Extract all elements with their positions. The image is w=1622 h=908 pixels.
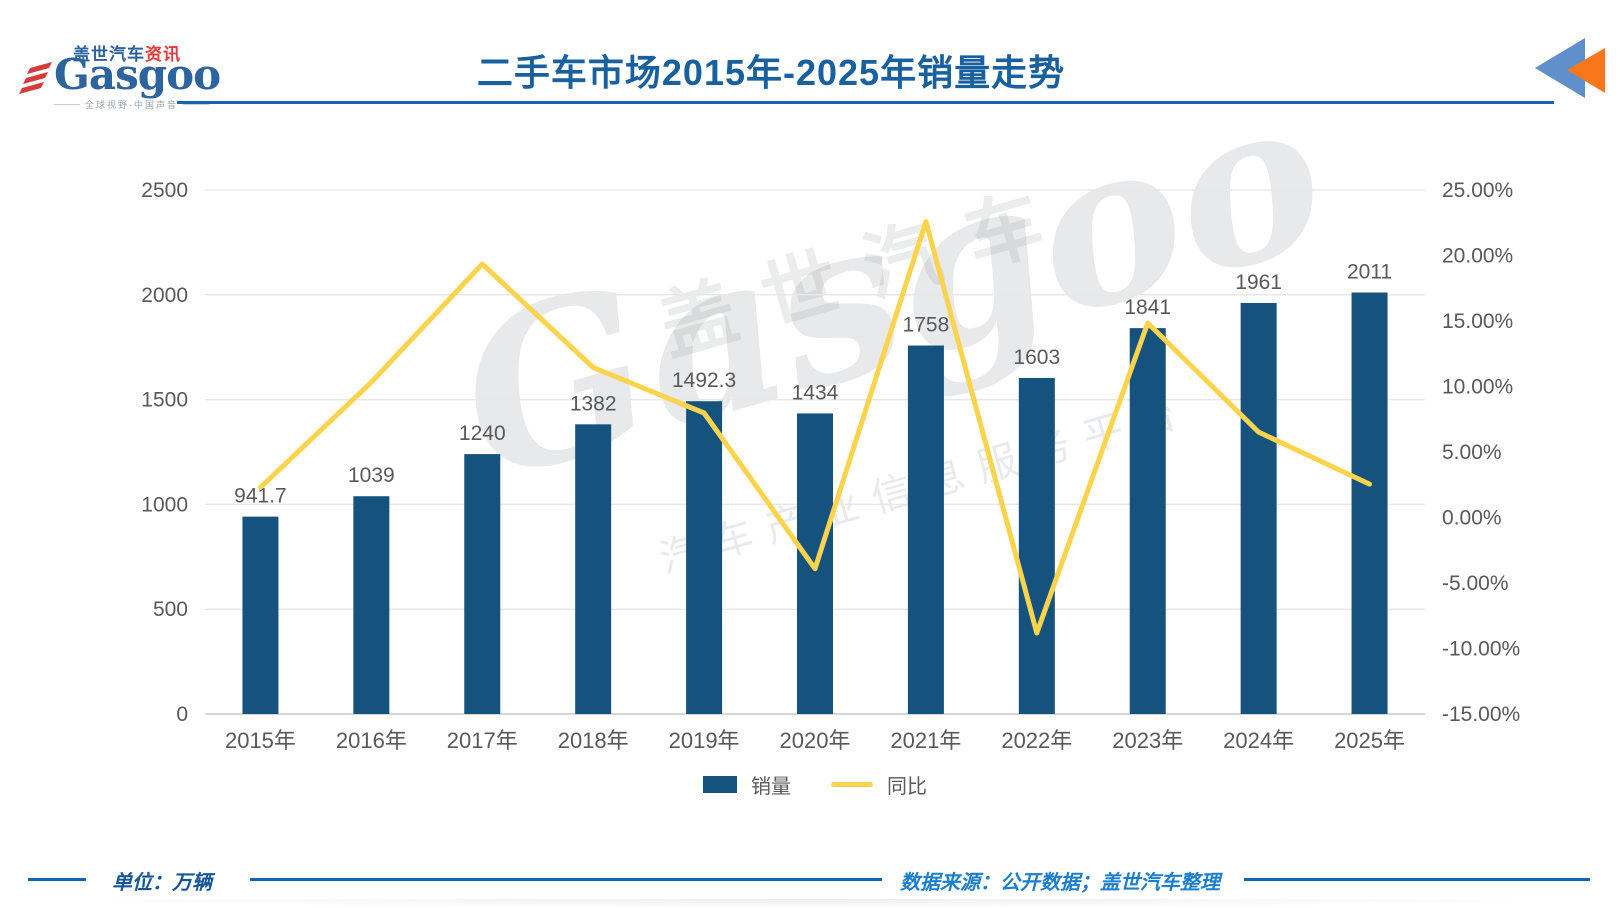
sales-bar [242,516,279,714]
bar-value-label: 941.7 [234,485,287,508]
footer-divider-middle [250,878,882,881]
logo-brand-cn-main: 盖世汽车 [73,45,145,64]
x-axis-tick: 2021年 [890,728,961,753]
sales-bar [1018,378,1055,714]
x-axis-tick: 2022年 [1001,728,1072,753]
left-axis-tick: 1000 [141,493,188,516]
page-title: 二手车市场2015年-2025年销量走势 [476,52,1066,93]
logo-brand-en: Gasgoo [54,50,221,99]
sales-bar [464,454,501,714]
x-axis-tick: 2023年 [1112,728,1183,753]
title-underline [177,101,1554,104]
bar-value-label: 1841 [1124,296,1171,319]
bar-value-label: 2011 [1347,260,1392,283]
bar-value-label: 1039 [348,464,395,487]
sales-bar [1240,302,1277,714]
x-axis-tick: 2016年 [336,728,407,753]
bar-value-label: 1603 [1013,346,1060,369]
footer-unit-label: 单位：万辆 [112,872,212,894]
gasgoo-logo: 盖世汽车资讯 Gasgoo 全球视野·中国声音 [18,36,238,111]
right-axis-tick: -15.00% [1442,703,1520,726]
legend-bar-swatch [703,776,737,793]
bar-value-label: 1758 [903,314,950,337]
right-axis-tick: 20.00% [1442,245,1513,268]
sales-bar [907,345,944,714]
right-axis-tick: 10.00% [1442,376,1513,399]
right-axis-tick: -5.00% [1442,572,1509,595]
left-axis-tick: 0 [176,703,188,726]
right-axis-tick: 25.00% [1442,179,1513,202]
x-axis-tick: 2024年 [1223,728,1294,753]
footer-divider-left [28,878,86,881]
legend-bar-label: 销量 [751,776,791,798]
chart-legend: 销量 同比 [205,770,1425,799]
sales-bar [1129,328,1166,714]
logo-tagline: 全球视野·中国声音 [54,98,209,111]
bar-value-label: 1434 [792,381,839,404]
footer: 单位：万辆 数据来源：公开数据；盖世汽车整理 [0,866,1622,896]
sales-bar [575,424,612,714]
x-axis-tick: 2025年 [1334,728,1405,753]
x-axis-tick: 2020年 [780,728,851,753]
footer-divider-right [1244,878,1590,881]
bar-value-label: 1492.3 [672,369,736,392]
bar-value-label: 1961 [1235,271,1282,294]
bar-value-label: 1382 [570,392,617,415]
sales-bar [353,496,390,714]
legend-line-swatch [831,782,873,787]
right-axis-tick: -10.00% [1442,638,1520,661]
x-axis-tick: 2017年 [447,728,518,753]
logo-stripes-icon [19,62,52,94]
left-axis-tick: 1500 [141,389,188,412]
sales-bar [686,401,723,714]
footer-source-label: 数据来源：公开数据；盖世汽车整理 [900,872,1220,894]
bar-value-label: 1240 [459,422,506,445]
right-axis-tick: 5.00% [1442,441,1502,464]
left-axis-tick: 500 [153,598,188,621]
x-axis-tick: 2015年 [225,728,296,753]
left-axis-tick: 2000 [141,284,188,307]
x-axis-tick: 2018年 [558,728,629,753]
bottom-shadow [30,899,1592,908]
yoy-line [257,219,1373,636]
logo-brand-cn-suffix: 资讯 [145,45,181,64]
corner-arrows-icon [1535,38,1605,98]
sales-bar [1351,292,1388,714]
left-axis-tick: 2500 [141,179,188,202]
legend-line-label: 同比 [887,776,927,798]
right-axis-tick: 0.00% [1442,507,1502,530]
x-axis-tick: 2019年 [669,728,740,753]
right-axis-tick: 15.00% [1442,310,1513,333]
logo-brand-cn: 盖世汽车资讯 [73,40,181,65]
